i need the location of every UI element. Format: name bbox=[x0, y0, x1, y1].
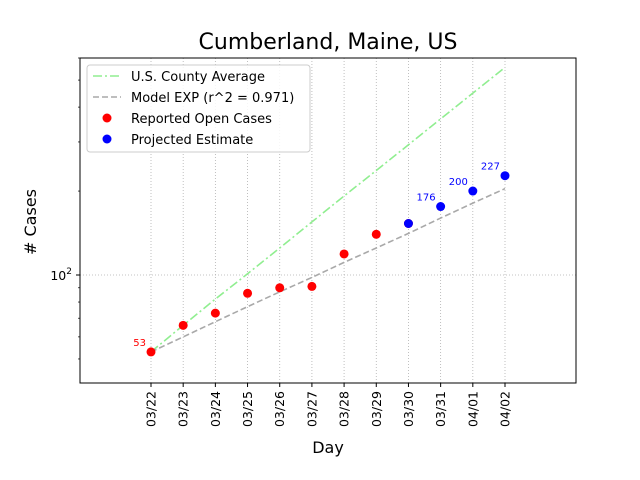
plot-frame bbox=[79, 57, 577, 384]
x-tick-label: 03/22 bbox=[144, 391, 159, 427]
data-label: 176 bbox=[417, 193, 436, 204]
x-tick-label: 03/27 bbox=[304, 391, 319, 427]
x-tick-label: 03/26 bbox=[272, 391, 287, 427]
x-tick-label: 03/23 bbox=[176, 391, 191, 427]
x-tick-label: 04/02 bbox=[498, 391, 513, 427]
x-tick-label: 04/01 bbox=[465, 391, 480, 427]
legend-label: Projected Estimate bbox=[131, 133, 253, 148]
data-point bbox=[339, 249, 349, 259]
legend-label: Reported Open Cases bbox=[131, 112, 272, 127]
axes: 03/22 03/23 03/24 03/25 03/26 03/27 03/28 03/29… bbox=[50, 57, 577, 427]
x-tick-label: 03/28 bbox=[337, 391, 352, 427]
data-label: 227 bbox=[481, 162, 500, 173]
data-point bbox=[210, 308, 220, 318]
data-label: 53 bbox=[133, 338, 146, 349]
series-3-markers bbox=[403, 171, 510, 229]
data-point bbox=[307, 281, 317, 291]
series-layer bbox=[146, 66, 510, 357]
y-tick-label-exponent: 2 bbox=[66, 267, 72, 277]
data-point bbox=[243, 288, 253, 298]
data-label: 200 bbox=[449, 177, 468, 188]
x-axis-label: Day bbox=[312, 438, 344, 457]
data-point bbox=[371, 229, 381, 239]
legend-marker bbox=[102, 134, 112, 144]
legend-label: U.S. County Average bbox=[131, 70, 265, 85]
data-point bbox=[275, 283, 285, 293]
chart-title: Cumberland, Maine, US bbox=[199, 30, 458, 55]
legend-marker bbox=[102, 113, 112, 123]
series-1-line bbox=[150, 187, 506, 353]
data-point bbox=[500, 171, 510, 181]
x-tick-label: 03/29 bbox=[369, 391, 384, 427]
legend-label: Model EXP (r^2 = 0.971) bbox=[131, 91, 294, 106]
annotation-layer: 53 176 200 227 bbox=[133, 162, 500, 349]
data-point bbox=[468, 186, 478, 196]
x-tick-label: 03/30 bbox=[401, 391, 416, 427]
x-tick-label: 03/24 bbox=[208, 391, 223, 427]
data-point bbox=[436, 202, 446, 212]
data-point bbox=[146, 347, 156, 357]
y-tick-label: 102 bbox=[50, 267, 72, 283]
legend-box bbox=[86, 64, 311, 153]
legend: U.S. County Average Model EXP (r^2 = 0.97… bbox=[86, 64, 311, 153]
data-point bbox=[178, 320, 188, 330]
x-tick-label: 03/31 bbox=[433, 391, 448, 427]
x-tick-label: 03/25 bbox=[240, 391, 255, 427]
series-0-line bbox=[150, 66, 506, 353]
data-point bbox=[403, 219, 413, 229]
y-axis-label: # Cases bbox=[21, 189, 40, 255]
